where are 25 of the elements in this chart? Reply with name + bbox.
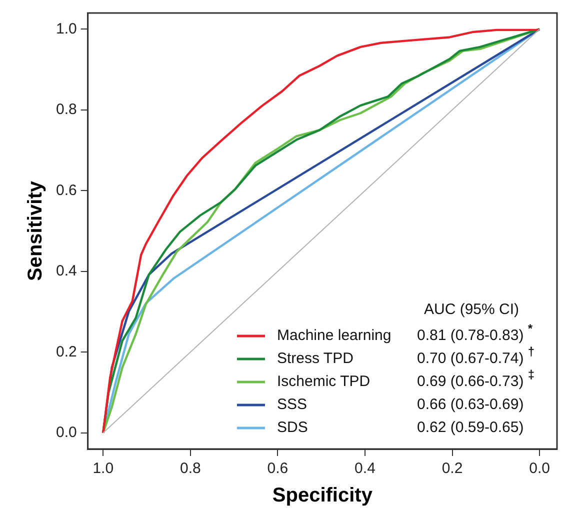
legend-title: AUC (95% CI) (424, 301, 520, 318)
x-axis-title: Specificity (272, 484, 374, 507)
x-tick-label: 0.6 (267, 460, 288, 478)
y-tick-label: 0.6 (56, 182, 77, 199)
legend-label: Ischemic TPD (277, 373, 370, 390)
y-tick-label: 0.8 (56, 101, 77, 118)
y-tick-label: 0.2 (56, 343, 77, 360)
legend-label: SSS (277, 396, 308, 414)
legend-label: SDS (277, 419, 308, 436)
legend-label: Stress TPD (277, 350, 354, 368)
y-tick-label: 0.4 (56, 262, 77, 280)
x-tick-label: 0.0 (529, 460, 550, 478)
x-tick-label: 0.8 (180, 460, 201, 478)
annotation: 0.66 (0.63-0.69) (417, 396, 524, 414)
annotation: 0.81 (0.78-0.83) * (417, 321, 533, 344)
x-tick-label: 0.2 (442, 460, 463, 478)
y-axis-title: Sensitivity (24, 180, 47, 282)
annotation: 0.62 (0.59-0.65) (417, 419, 524, 436)
y-tick-label: 1.0 (56, 20, 77, 38)
annotation: 0.69 (0.66-0.73) ‡ (417, 367, 535, 390)
annotation: 0.70 (0.67-0.74) † (417, 344, 535, 368)
legend-label: Machine learning (277, 327, 392, 344)
x-tick-label: 0.4 (354, 460, 376, 478)
y-tick-label: 0.0 (56, 424, 77, 441)
x-tick-label: 1.0 (92, 460, 114, 478)
